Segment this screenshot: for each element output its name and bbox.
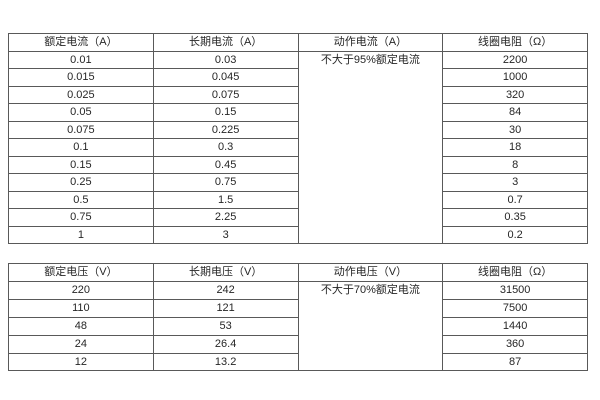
current-table-cell: 8 — [442, 155, 588, 174]
voltage-table-row: 110 121 7500 — [8, 298, 588, 318]
current-table-cell: 0.2 — [442, 225, 588, 244]
current-table-cell: 84 — [442, 103, 588, 122]
current-table-row: 1 3 0.2 — [8, 225, 588, 244]
voltage-spec-table: 额定电压（V） 长期电压（V） 动作电压（V） 线圈电阻（Ω） 220 242 不大于70%… — [8, 263, 588, 372]
voltage-table-cell: 12 — [8, 352, 154, 372]
current-merged-note-text: 不大于95%额定电流 — [320, 53, 420, 66]
current-table-cell: 1.5 — [152, 190, 299, 209]
voltage-merged-note-text: 不大于70%额定电流 — [320, 283, 420, 296]
voltage-table-cell: 53 — [152, 316, 299, 336]
voltage-table-cell: 31500 — [442, 280, 588, 300]
current-spec-table: 额定电流（A） 长期电流（A） 动作电流（A） 线圈电阻（Ω） 0.01 0.03 不大于9… — [8, 33, 588, 244]
current-table-cell: 0.075 — [8, 120, 154, 139]
current-table-cell: 2200 — [442, 50, 588, 69]
current-column-header: 动作电流（A） — [297, 33, 444, 52]
current-table-cell: 0.7 — [442, 190, 588, 209]
current-table-cell: 0.01 — [8, 50, 154, 69]
voltage-table-cell: 87 — [442, 352, 588, 372]
voltage-table-cell: 7500 — [442, 298, 588, 318]
current-table-row: 0.5 1.5 0.7 — [8, 190, 588, 209]
voltage-table-cell: 220 — [8, 280, 154, 300]
voltage-table-cell: 360 — [442, 334, 588, 354]
current-table-cell: 0.225 — [152, 120, 299, 139]
current-table-cell: 0.75 — [152, 173, 299, 192]
current-table-cell: 0.1 — [8, 138, 154, 157]
current-header-row: 额定电流（A） 长期电流（A） 动作电流（A） 线圈电阻（Ω） — [8, 33, 588, 52]
voltage-table-cell: 121 — [152, 298, 299, 318]
current-table-cell: 0.025 — [8, 85, 154, 104]
current-table-row: 0.025 0.075 320 — [8, 85, 588, 104]
current-table-cell: 0.25 — [8, 173, 154, 192]
voltage-table-row: 220 242 不大于70%额定电流 31500 — [8, 280, 588, 372]
voltage-column-header: 动作电压（V） — [297, 263, 444, 282]
current-table-row: 0.15 0.45 8 — [8, 155, 588, 174]
current-table-cell: 30 — [442, 120, 588, 139]
current-table-cell: 0.75 — [8, 208, 154, 227]
current-table-cell: 18 — [442, 138, 588, 157]
voltage-table-row: 48 53 1440 — [8, 316, 588, 336]
voltage-table-cell: 110 — [8, 298, 154, 318]
current-table-cell: 0.15 — [8, 155, 154, 174]
current-table-row: 0.075 0.225 30 — [8, 120, 588, 139]
current-merged-note-cell: 不大于95%额定电流 — [297, 50, 444, 244]
current-table-cell: 0.045 — [152, 68, 299, 87]
voltage-header-row: 额定电压（V） 长期电压（V） 动作电压（V） 线圈电阻（Ω） — [8, 263, 588, 282]
current-table-cell: 3 — [442, 173, 588, 192]
current-table-cell: 0.45 — [152, 155, 299, 174]
current-table-cell: 0.03 — [152, 50, 299, 69]
voltage-merged-note-cell: 不大于70%额定电流 — [297, 280, 444, 372]
voltage-table-cell: 13.2 — [152, 352, 299, 372]
voltage-column-header: 额定电压（V） — [8, 263, 154, 282]
current-column-header: 线圈电阻（Ω） — [442, 33, 588, 52]
current-table-cell: 1 — [8, 225, 154, 244]
current-table-cell: 2.25 — [152, 208, 299, 227]
current-table-cell: 0.15 — [152, 103, 299, 122]
voltage-table-cell: 242 — [152, 280, 299, 300]
current-table-cell: 0.075 — [152, 85, 299, 104]
voltage-table-cell: 48 — [8, 316, 154, 336]
voltage-table-row: 12 13.2 87 — [8, 352, 588, 372]
current-table-row: 0.1 0.3 18 — [8, 138, 588, 157]
current-table-cell: 320 — [442, 85, 588, 104]
current-table-cell: 1000 — [442, 68, 588, 87]
current-table-cell: 0.015 — [8, 68, 154, 87]
current-column-header: 额定电流（A） — [8, 33, 154, 52]
current-table-cell: 0.5 — [8, 190, 154, 209]
current-table-row: 0.01 0.03 不大于95%额定电流 2200 — [8, 50, 588, 244]
current-table-cell: 0.05 — [8, 103, 154, 122]
voltage-table-cell: 24 — [8, 334, 154, 354]
voltage-column-header: 线圈电阻（Ω） — [442, 263, 588, 282]
voltage-table-row: 24 26.4 360 — [8, 334, 588, 354]
voltage-column-header: 长期电压（V） — [152, 263, 299, 282]
current-table-cell: 0.3 — [152, 138, 299, 157]
current-column-header: 长期电流（A） — [152, 33, 299, 52]
current-table-cell: 0.35 — [442, 208, 588, 227]
current-table-cell: 3 — [152, 225, 299, 244]
voltage-table-cell: 1440 — [442, 316, 588, 336]
voltage-table-cell: 26.4 — [152, 334, 299, 354]
